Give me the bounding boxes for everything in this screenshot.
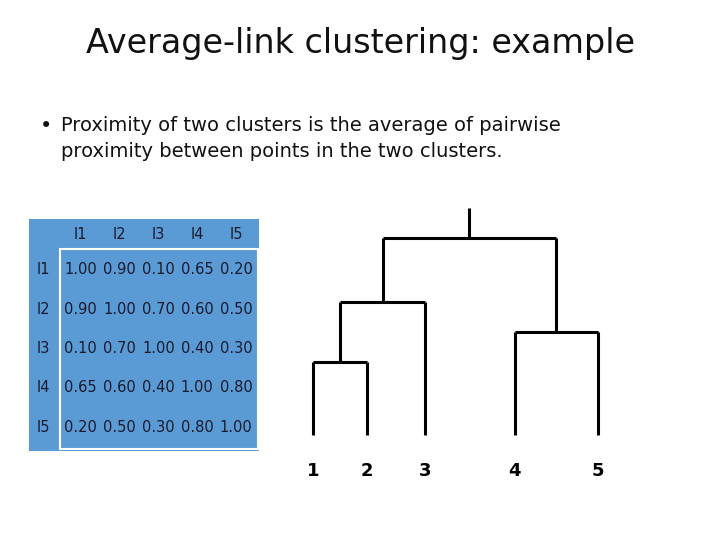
Text: 0.65: 0.65 bbox=[181, 262, 214, 277]
Text: 0.50: 0.50 bbox=[103, 420, 136, 435]
Text: 0.80: 0.80 bbox=[220, 381, 253, 395]
Text: 0.60: 0.60 bbox=[103, 381, 136, 395]
Text: 0.10: 0.10 bbox=[142, 262, 175, 277]
Text: 0.65: 0.65 bbox=[64, 381, 97, 395]
Text: 1: 1 bbox=[307, 462, 320, 480]
Text: I2: I2 bbox=[113, 227, 126, 242]
Text: 4: 4 bbox=[508, 462, 521, 480]
Text: 0.20: 0.20 bbox=[64, 420, 97, 435]
Text: 0.10: 0.10 bbox=[64, 341, 97, 356]
Text: I5: I5 bbox=[37, 420, 50, 435]
Text: Average-link clustering: example: Average-link clustering: example bbox=[86, 27, 634, 60]
Text: 0.90: 0.90 bbox=[103, 262, 136, 277]
Text: I3: I3 bbox=[152, 227, 165, 242]
Text: 2: 2 bbox=[361, 462, 374, 480]
Text: I5: I5 bbox=[230, 227, 243, 242]
Text: •: • bbox=[40, 116, 52, 136]
Text: 0.80: 0.80 bbox=[181, 420, 214, 435]
Text: 0.90: 0.90 bbox=[64, 302, 97, 316]
Text: 1.00: 1.00 bbox=[181, 381, 214, 395]
Text: I4: I4 bbox=[191, 227, 204, 242]
Text: 0.40: 0.40 bbox=[181, 341, 214, 356]
Text: 1.00: 1.00 bbox=[220, 420, 253, 435]
Bar bbox=[60, 249, 258, 449]
Text: 0.70: 0.70 bbox=[142, 302, 175, 316]
Text: 0.70: 0.70 bbox=[103, 341, 136, 356]
Text: I1: I1 bbox=[74, 227, 87, 242]
Text: I3: I3 bbox=[37, 341, 50, 356]
Text: 1.00: 1.00 bbox=[103, 302, 136, 316]
Text: 0.60: 0.60 bbox=[181, 302, 214, 316]
Text: 0.30: 0.30 bbox=[142, 420, 175, 435]
Text: 1.00: 1.00 bbox=[64, 262, 97, 277]
Text: 1.00: 1.00 bbox=[142, 341, 175, 356]
Text: Proximity of two clusters is the average of pairwise
proximity between points in: Proximity of two clusters is the average… bbox=[61, 116, 561, 161]
Text: 5: 5 bbox=[591, 462, 604, 480]
Text: 0.30: 0.30 bbox=[220, 341, 253, 356]
Text: I2: I2 bbox=[37, 302, 50, 316]
Text: 0.50: 0.50 bbox=[220, 302, 253, 316]
Text: 0.20: 0.20 bbox=[220, 262, 253, 277]
Text: I1: I1 bbox=[37, 262, 50, 277]
Text: I4: I4 bbox=[37, 381, 50, 395]
Bar bbox=[29, 219, 259, 451]
Text: 3: 3 bbox=[418, 462, 431, 480]
Text: 0.40: 0.40 bbox=[142, 381, 175, 395]
